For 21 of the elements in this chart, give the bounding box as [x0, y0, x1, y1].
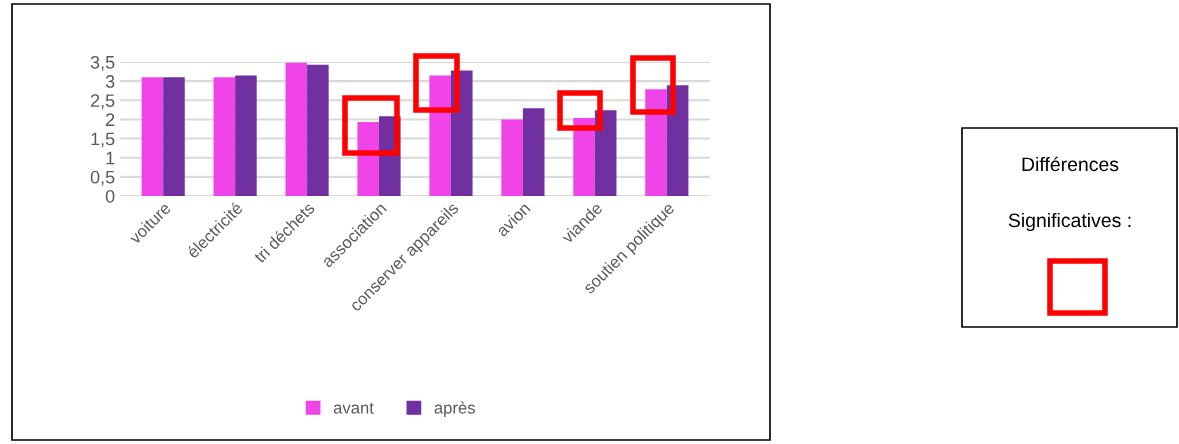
- bar: [285, 62, 308, 196]
- bar: [307, 64, 329, 196]
- y-tick-label: 2,5: [90, 94, 115, 110]
- y-tick-label: 2: [106, 113, 115, 126]
- y-tick-label: 3: [105, 75, 115, 88]
- bar: [163, 77, 185, 196]
- legend-label: avant: [333, 402, 374, 414]
- bar: [594, 110, 617, 196]
- text: Différences: [1022, 156, 1119, 172]
- bar: [501, 119, 523, 196]
- y-tick-label: 1,5: [91, 132, 115, 148]
- y-tick-label: 3,5: [90, 55, 115, 71]
- bar: [213, 77, 236, 196]
- legend-label: après: [434, 401, 475, 417]
- bar: [235, 75, 257, 196]
- y-tick-label: 0: [105, 189, 115, 203]
- text: Significatives :: [1008, 212, 1131, 232]
- bar: [522, 108, 545, 196]
- y-tick-label: 1: [106, 151, 115, 165]
- bar: [141, 77, 164, 196]
- y-tick-label: 0,5: [90, 170, 115, 186]
